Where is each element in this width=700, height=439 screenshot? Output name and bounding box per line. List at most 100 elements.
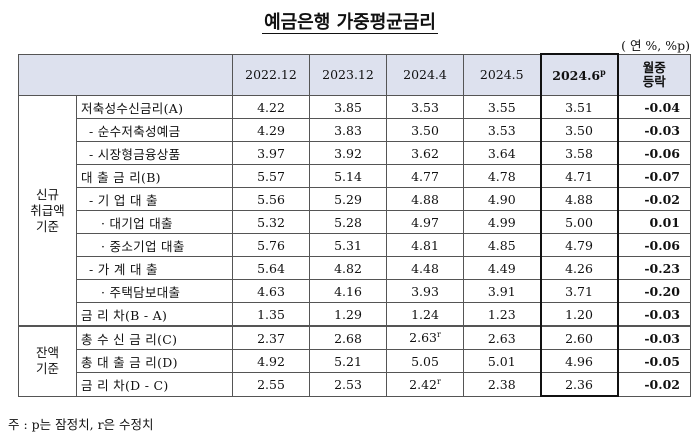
value-cell: 5.21 (309, 349, 387, 373)
header-row: 2022.12 2023.12 2024.4 2024.5 2024.6p 월중… (18, 53, 691, 96)
table-row: · 중소기업 대출 5.76 5.31 4.81 4.85 4.79 -0.06 (19, 233, 691, 257)
value-cell: 4.88 (386, 187, 464, 211)
row-label: · 중소기업 대출 (76, 233, 233, 257)
revised-mark: r (437, 376, 441, 386)
value-cell: 3.50 (539, 118, 619, 142)
col-header: 2024.4 (386, 53, 464, 96)
table-row: 대 출 금 리(B) 5.57 5.14 4.77 4.78 4.71 -0.07 (19, 164, 691, 188)
value-cell: 4.99 (463, 210, 541, 234)
unit-label: ( 연 %, %p) (621, 38, 690, 53)
col-header: 2023.12 (309, 53, 387, 96)
value-cell: 2.63r (386, 325, 464, 350)
table-row: 금 리 차(B - A) 1.35 1.29 1.24 1.23 1.20 -0.03 (19, 302, 691, 327)
value-cell: 5.64 (232, 256, 310, 280)
table-row: · 대기업 대출 5.32 5.28 4.97 4.99 5.00 0.01 (19, 210, 691, 234)
table-row: 신규 취급액 기준 저축성수신금리(A) 4.22 3.85 3.53 3.55 3.51 -0.… (18, 95, 691, 327)
value-cell: 4.48 (386, 256, 464, 280)
value-cell: 5.01 (463, 349, 541, 373)
value-cell: 5.05 (386, 349, 464, 373)
value-cell: 5.00 (539, 210, 619, 234)
change-cell: -0.20 (617, 279, 691, 303)
change-cell: -0.02 (617, 372, 691, 397)
col-header-change: 월중 등락 (617, 53, 691, 96)
table-row: - 순수저축성예금 4.29 3.83 3.50 3.53 3.50 -0.03 (19, 118, 691, 142)
value-cell: 2.53 (309, 372, 387, 397)
value-cell: 4.29 (232, 118, 310, 142)
value-cell: 4.96 (539, 349, 619, 373)
value-cell: 4.49 (463, 256, 541, 280)
row-label: · 주택담보대출 (76, 279, 233, 303)
value-cell: 2.63 (463, 325, 541, 350)
row-label: 금 리 차(B - A) (76, 302, 233, 327)
value-cell: 1.23 (463, 302, 541, 327)
value-cell: 4.77 (386, 164, 464, 188)
row-label: 총 대 출 금 리(D) (76, 349, 233, 373)
footnote: 주 : p는 잠정치, r은 수정치 (8, 417, 154, 432)
table-row: - 기 업 대 출 5.56 5.29 4.88 4.90 4.88 -0.02 (19, 187, 691, 211)
value-cell: 5.14 (309, 164, 387, 188)
value-cell: 4.22 (232, 95, 310, 119)
change-cell: -0.02 (617, 187, 691, 211)
row-label: 대 출 금 리(B) (76, 164, 233, 188)
change-cell: -0.03 (617, 325, 691, 350)
row-label: 총 수 신 금 리(C) (76, 325, 233, 350)
value-cell: 3.83 (309, 118, 387, 142)
change-cell: 0.01 (617, 210, 691, 234)
value-cell: 2.37 (232, 325, 310, 350)
value-cell: 4.78 (463, 164, 541, 188)
value-cell: 3.97 (232, 141, 310, 165)
value-cell: 2.42r (386, 372, 464, 397)
table-row: 총 대 출 금 리(D) 4.92 5.21 5.05 5.01 4.96 -0.05 (19, 349, 691, 373)
table-row: 잔액 기준 총 수 신 금 리(C) 2.37 2.68 2.63r 2.63 2.60 -0.… (18, 325, 691, 397)
value-cell: 4.97 (386, 210, 464, 234)
table-row: · 주택담보대출 4.63 4.16 3.93 3.91 3.71 -0.20 (19, 279, 691, 303)
value-cell: 1.20 (539, 302, 619, 327)
value-cell: 2.60 (539, 325, 619, 350)
row-label: - 시장형금융상품 (76, 141, 233, 165)
header-blank (18, 53, 233, 96)
change-cell: -0.06 (617, 233, 691, 257)
change-cell: -0.06 (617, 141, 691, 165)
value-cell: 5.56 (232, 187, 310, 211)
table-row: - 가 계 대 출 5.64 4.82 4.48 4.49 4.26 -0.23 (19, 256, 691, 280)
table-row: - 시장형금융상품 3.97 3.92 3.62 3.64 3.58 -0.06 (19, 141, 691, 165)
value-cell: 4.92 (232, 349, 310, 373)
value-cell: 4.63 (232, 279, 310, 303)
value-cell: 5.32 (232, 210, 310, 234)
value-cell: 1.24 (386, 302, 464, 327)
value-cell: 5.76 (232, 233, 310, 257)
change-cell: -0.05 (617, 349, 691, 373)
change-cell: -0.03 (617, 302, 691, 327)
value-cell: 2.38 (463, 372, 541, 397)
value-cell: 1.35 (232, 302, 310, 327)
value-cell: 3.51 (539, 95, 619, 119)
row-label: · 대기업 대출 (76, 210, 233, 234)
value-cell: 4.88 (539, 187, 619, 211)
value-cell: 3.50 (386, 118, 464, 142)
value-cell: 4.82 (309, 256, 387, 280)
value-cell: 3.92 (309, 141, 387, 165)
value-cell: 5.29 (309, 187, 387, 211)
value-cell: 3.93 (386, 279, 464, 303)
col-header: 2024.5 (463, 53, 541, 96)
group-label-balance: 잔액 기준 (18, 325, 77, 397)
value-cell: 4.90 (463, 187, 541, 211)
value-cell: 3.85 (309, 95, 387, 119)
value-cell: 3.53 (463, 118, 541, 142)
row-label: 금 리 차(D - C) (76, 372, 233, 397)
row-label: - 가 계 대 출 (76, 256, 233, 280)
value-cell: 1.29 (309, 302, 387, 327)
col-header: 2022.12 (232, 53, 310, 96)
value-cell: 5.31 (309, 233, 387, 257)
value-cell: 2.36 (539, 372, 619, 397)
value-cell: 5.57 (232, 164, 310, 188)
change-cell: -0.23 (617, 256, 691, 280)
value-cell: 3.62 (386, 141, 464, 165)
row-label: 저축성수신금리(A) (76, 95, 233, 119)
change-cell: -0.03 (617, 118, 691, 142)
value-cell: 3.58 (539, 141, 619, 165)
group-label-new: 신규 취급액 기준 (18, 95, 77, 327)
value-cell: 4.16 (309, 279, 387, 303)
table-title: 예금은행 가중평균금리 (262, 12, 438, 34)
row-label: - 순수저축성예금 (76, 118, 233, 142)
